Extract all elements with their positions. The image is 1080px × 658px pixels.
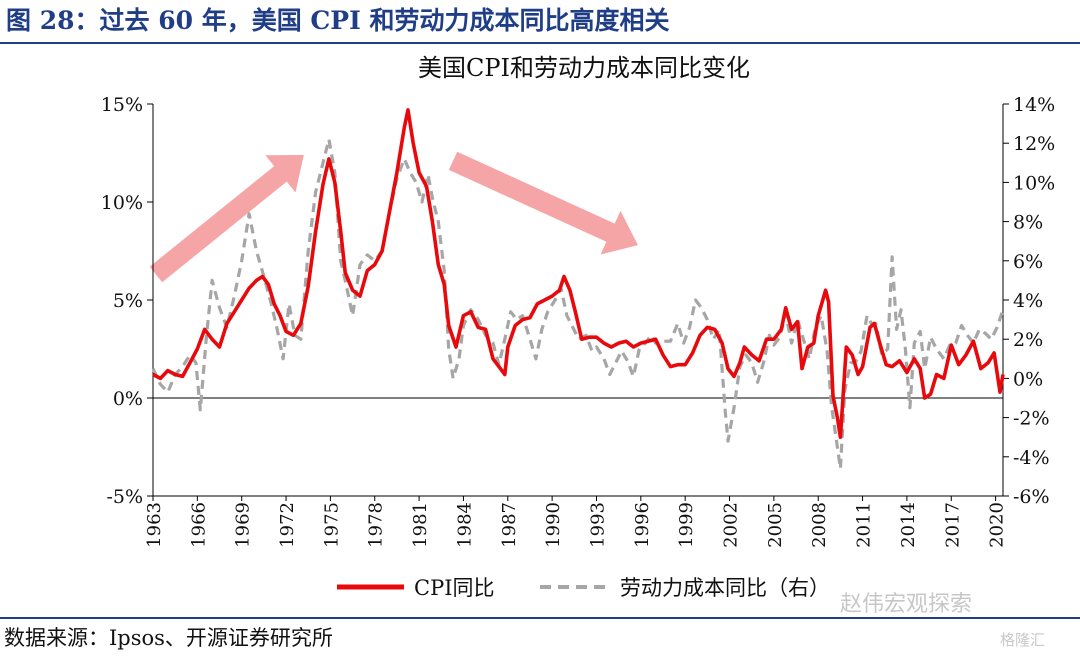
figure-title: 图 28：过去 60 年，美国 CPI 和劳动力成本同比高度相关 [6, 6, 670, 35]
left-tick-label: 10% [101, 192, 143, 214]
chart-title: 美国CPI和劳动力成本同比变化 [418, 54, 750, 82]
right-tick-label: -2% [1013, 408, 1050, 430]
legend: CPI同比 劳动力成本同比（右） [337, 576, 830, 600]
x-tick-label: 1990 [543, 502, 564, 548]
x-tick-label: 1969 [233, 502, 254, 548]
x-tick-label: 1972 [277, 502, 298, 548]
x-tick-label: 2020 [987, 502, 1008, 548]
right-tick-label: 0% [1013, 368, 1043, 390]
right-tick-label: 6% [1013, 251, 1043, 273]
source-rule [0, 617, 1080, 619]
cpi-yoy-line [152, 108, 1005, 439]
left-tick-label: 5% [113, 290, 143, 312]
source-note: 数据来源：Ipsos、开源证券研究所 [4, 626, 333, 650]
right-tick-label: 14% [1013, 94, 1055, 116]
trend-arrow-down-right [448, 151, 638, 255]
left-tick-label: -5% [106, 486, 143, 508]
axes: -5% 0% 5% 10% 15% -6% -4% -2% 0% 2% 4% 6% 8% 10% 12% 14… [101, 94, 1055, 548]
x-tick-label: 1996 [632, 502, 653, 548]
right-tick-label: 8% [1013, 212, 1043, 234]
x-tick-label: 1966 [188, 502, 209, 548]
watermark-small: 格隆汇 [1000, 631, 1046, 649]
x-tick-label: 1978 [366, 502, 387, 548]
x-tick-label: 2008 [809, 502, 830, 548]
x-tick-label: 2017 [942, 502, 963, 548]
x-tick-label: 2011 [854, 502, 875, 548]
legend-label-labor: 劳动力成本同比（右） [620, 576, 830, 600]
labor-cost-yoy-line [151, 137, 1005, 471]
x-tick-label: 2002 [721, 502, 742, 548]
title-rule [0, 42, 1080, 44]
trend-arrows [149, 151, 638, 283]
series-lines [151, 108, 1005, 471]
x-tick-label: 2005 [765, 502, 786, 548]
right-tick-label: 4% [1013, 290, 1043, 312]
right-tick-label: 2% [1013, 329, 1043, 351]
right-tick-label: -4% [1013, 447, 1050, 469]
x-tick-label: 1981 [410, 502, 431, 548]
x-tick-label: 1993 [587, 502, 608, 548]
x-tick-label: 1984 [454, 502, 475, 548]
legend-label-cpi: CPI同比 [414, 576, 495, 600]
right-tick-label: 12% [1013, 133, 1055, 155]
right-tick-label: 10% [1013, 172, 1055, 194]
x-tick-label: 2014 [898, 502, 919, 548]
labor-cost-cpi-chart: 美国CPI和劳动力成本同比变化 -5% 0% 5% 10% 15% -6% -4% -2% 0%… [101, 54, 1055, 600]
right-tick-label: -6% [1013, 486, 1050, 508]
x-tick-label: 1963 [144, 502, 165, 548]
x-tick-label: 1987 [499, 502, 520, 548]
watermark: 赵伟宏观探索 [840, 592, 973, 617]
left-tick-label: 0% [113, 388, 143, 410]
x-tick-label: 1975 [321, 502, 342, 548]
left-tick-label: 15% [101, 94, 143, 116]
x-tick-label: 1999 [676, 502, 697, 548]
trend-arrow-up-right [149, 155, 304, 283]
